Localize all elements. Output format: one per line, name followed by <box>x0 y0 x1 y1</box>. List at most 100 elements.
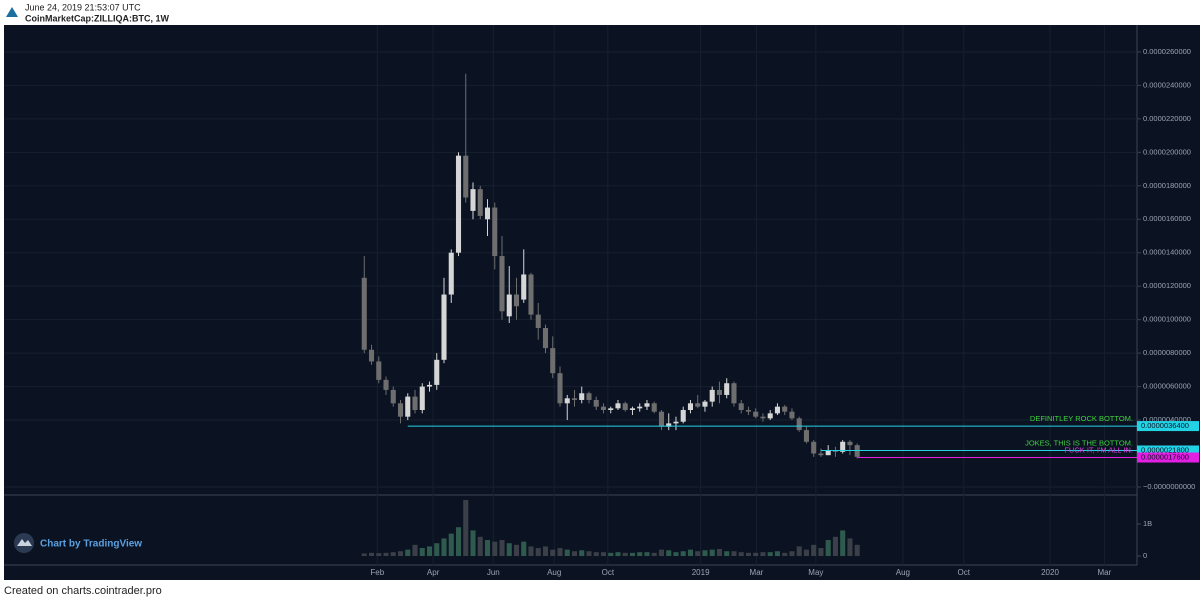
candle-body <box>695 403 701 407</box>
volume-bar <box>818 548 824 557</box>
labels: −0.0000000000 0.0000040000 0.0000060000 0.0… <box>370 47 1199 577</box>
volume-bar <box>499 540 505 557</box>
candle-body <box>666 423 672 427</box>
y-tick-label: 0.0000100000 <box>1143 315 1191 324</box>
chart-background <box>4 25 1200 580</box>
volume-bar <box>666 550 672 557</box>
volume-bar <box>637 552 643 557</box>
candle-body <box>600 406 607 411</box>
watermark[interactable]: Chart by TradingView <box>40 539 142 550</box>
candle-body <box>832 450 838 452</box>
annotation-label-box <box>1137 445 1199 456</box>
volume-bar <box>803 549 809 557</box>
y-tick-label: 0.0000220000 <box>1143 114 1191 123</box>
candle-body <box>586 393 592 400</box>
candle-body <box>557 373 563 404</box>
candle-body <box>412 396 418 411</box>
x-tick-label: 2020 <box>1041 568 1059 577</box>
x-tick-label: Mar <box>750 568 764 577</box>
volume-bar <box>557 548 563 557</box>
candle-body <box>463 155 469 198</box>
volume-bar <box>629 552 636 557</box>
volume-bar <box>542 546 549 557</box>
candle-body <box>361 277 367 350</box>
annotation-text: JOKES, THIS IS THE BOTTOM. <box>1025 438 1133 447</box>
candle-body <box>702 401 708 407</box>
tradingview-logo-icon <box>17 539 32 546</box>
annotation-text: DEFINITLEY ROCK BOTTOM. <box>1030 414 1133 423</box>
candle-body <box>709 389 715 402</box>
candle-body <box>571 398 578 400</box>
volume-tick-label: 0 <box>1143 551 1147 560</box>
volume-bar <box>702 550 708 557</box>
candle-body <box>724 383 730 395</box>
logo <box>6 7 18 17</box>
candle-body <box>376 361 382 380</box>
candle-body <box>390 389 396 404</box>
volume-bar <box>644 552 650 557</box>
volume-bar <box>455 527 462 557</box>
y-tick-label: 0.0000040000 <box>1143 415 1191 424</box>
candle-body <box>506 294 512 317</box>
volume-bar <box>651 552 657 557</box>
candle-body <box>383 379 389 390</box>
volume-bar <box>470 530 476 557</box>
volume-bar <box>434 543 440 557</box>
candle-body <box>499 256 505 312</box>
volume-bar <box>376 553 382 557</box>
candle-body <box>803 430 809 442</box>
volume-bar <box>731 551 737 557</box>
volume-bar <box>622 552 628 557</box>
candle-body <box>738 403 744 411</box>
volume-bar <box>506 543 512 557</box>
candle-body <box>825 450 831 456</box>
candle-body <box>448 252 454 295</box>
candle-body <box>745 410 751 412</box>
volume-bar <box>477 536 483 557</box>
candle-body <box>513 294 520 307</box>
candle-body <box>716 389 723 395</box>
x-tick-label: Jun <box>487 568 500 577</box>
candle-body <box>419 386 425 411</box>
volume-bar <box>745 552 751 557</box>
x-tick-label: Aug <box>547 568 561 577</box>
x-tick-label: Oct <box>958 568 971 577</box>
x-tick-label: May <box>808 568 823 577</box>
candle-body <box>651 403 657 412</box>
volume-bar <box>419 548 425 557</box>
annotation-text: FUCK IT, I'M ALL IN. <box>1064 446 1133 455</box>
candle-body <box>680 410 686 422</box>
volume-bar <box>673 552 679 557</box>
footer: Created on charts.cointrader.pro <box>4 585 162 597</box>
volume-bar <box>753 552 759 557</box>
volume-bar <box>535 548 541 557</box>
x-tick-label: Aug <box>896 568 910 577</box>
candle-body <box>637 406 643 409</box>
volume-bar <box>528 546 534 557</box>
y-tick-label: −0.0000000000 <box>1143 482 1195 491</box>
candle-body <box>477 189 483 216</box>
candle-body <box>658 411 665 427</box>
volume-bar <box>796 546 802 557</box>
candle-body <box>455 155 462 253</box>
candle-body <box>767 413 773 419</box>
candle-body <box>615 403 621 409</box>
candle-body <box>840 441 846 452</box>
candle-body <box>492 207 498 257</box>
volume-bar <box>760 552 766 557</box>
volume-bar <box>513 544 520 557</box>
volume-bar <box>658 549 665 557</box>
volume-bar <box>593 552 599 557</box>
volume-bar <box>774 551 780 557</box>
candle-body <box>622 403 628 411</box>
volume-bar <box>615 552 621 557</box>
candle-body <box>528 274 534 315</box>
volume-bar <box>695 551 701 557</box>
volume-bar <box>368 552 375 557</box>
volume-bar <box>789 551 795 557</box>
candle-body <box>368 349 375 362</box>
volume-bar <box>716 548 723 557</box>
volume-tick-label: 1B <box>1143 519 1152 528</box>
volume-bar <box>397 551 404 557</box>
